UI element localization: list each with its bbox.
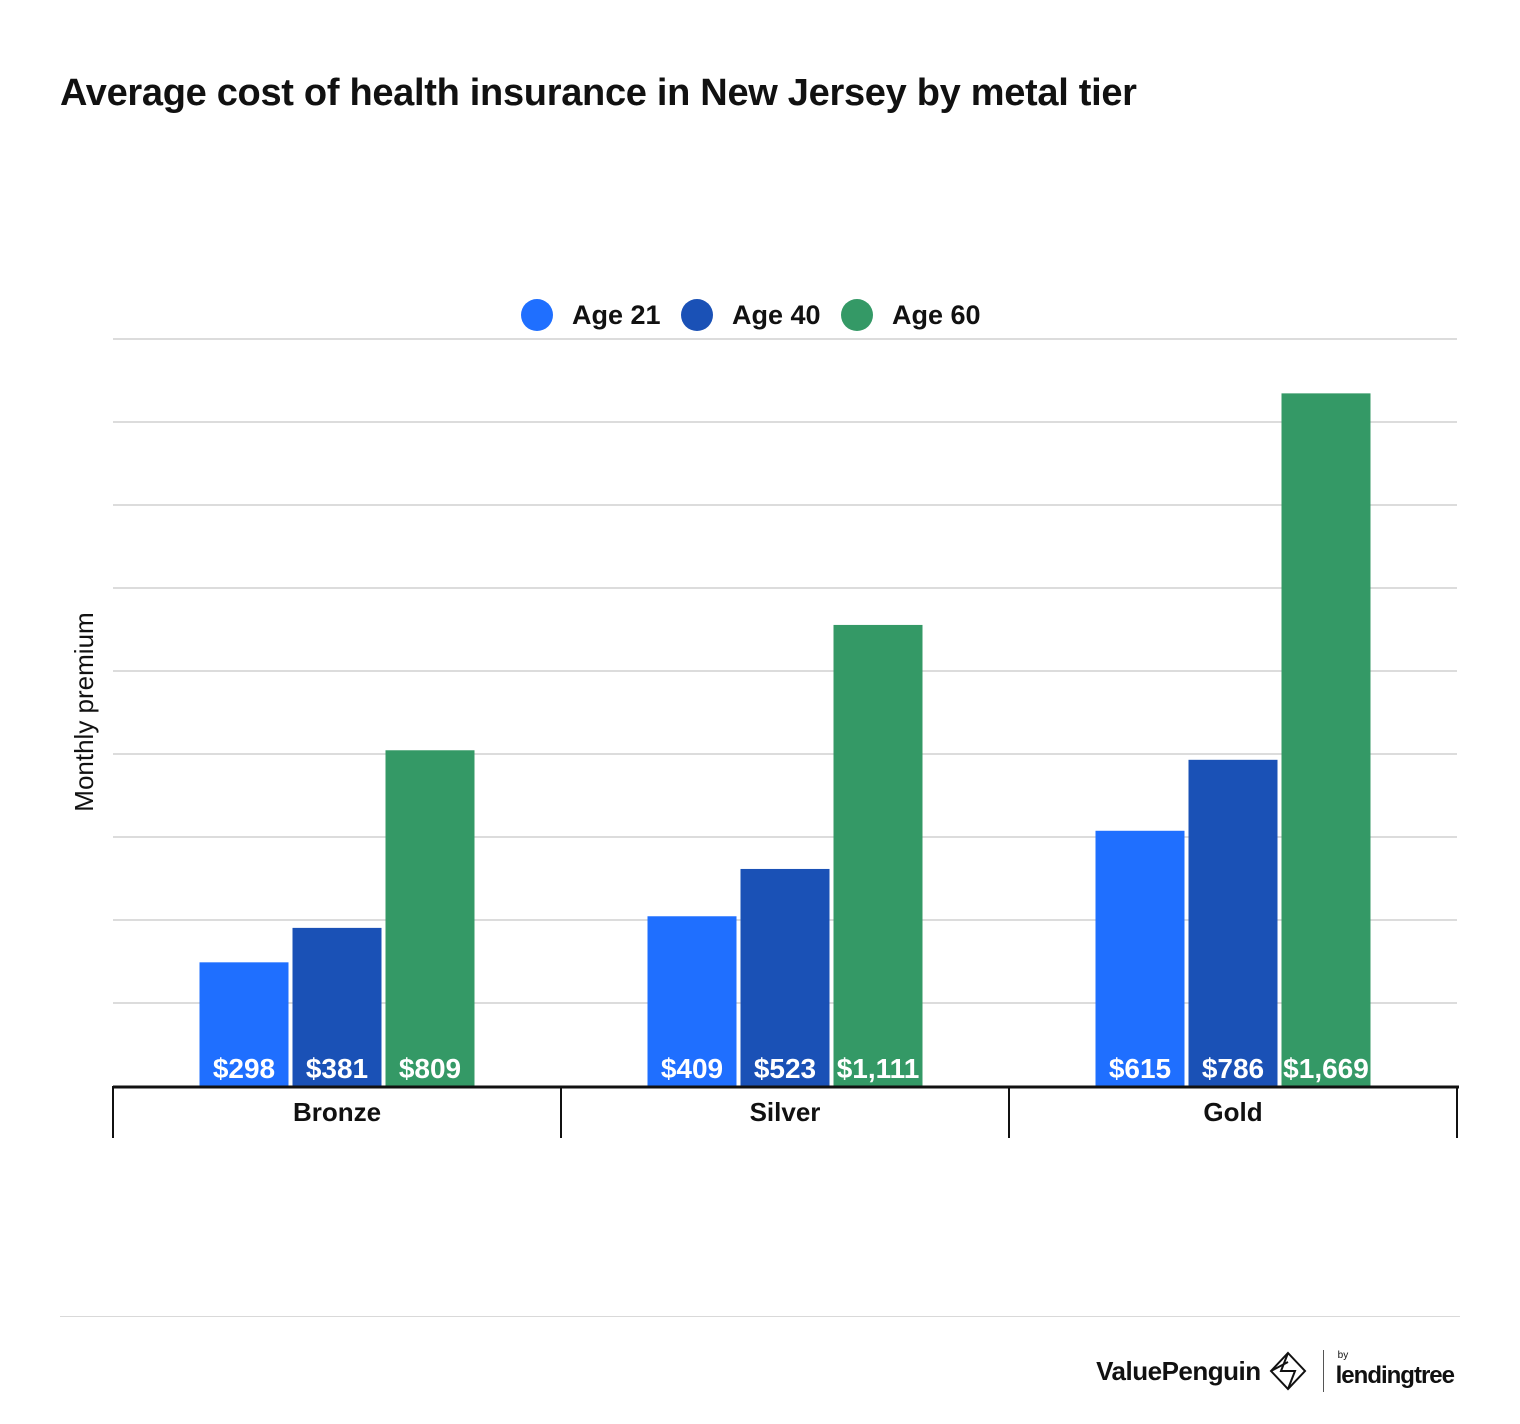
data-label: $615 bbox=[1109, 1053, 1171, 1084]
bar bbox=[1281, 393, 1371, 1086]
lendingtree-wordmark: lendingtree bbox=[1335, 1362, 1455, 1389]
bars: $298 $381 $809 $409 $523 $1,111 $615 $786 $1,669 bbox=[199, 393, 1371, 1086]
bar bbox=[1095, 830, 1185, 1086]
legend-swatch bbox=[521, 299, 553, 331]
valuepenguin-logo: ValuePenguin bbox=[1096, 1355, 1261, 1386]
bar bbox=[647, 916, 737, 1086]
data-label: $786 bbox=[1202, 1053, 1264, 1084]
chart-title: Average cost of health insurance in New … bbox=[60, 72, 1137, 114]
bar bbox=[199, 962, 289, 1086]
footer-divider bbox=[60, 1316, 1460, 1317]
data-label: $381 bbox=[306, 1053, 368, 1084]
y-axis-label: Monthly premium bbox=[69, 612, 99, 811]
bar-chart: Age 21 Age 40 Age 60 Monthly premium $298 $… bbox=[69, 299, 1459, 1138]
x-axis: Bronze Silver Gold bbox=[112, 1085, 1459, 1138]
legend-swatch bbox=[681, 299, 713, 331]
legend-label: Age 60 bbox=[892, 300, 981, 330]
brand-logos: ValuePenguin by lendingtree bbox=[1096, 1346, 1455, 1396]
x-tick-label: Silver bbox=[750, 1097, 821, 1127]
data-label: $1,111 bbox=[837, 1053, 920, 1084]
x-tick-label: Bronze bbox=[293, 1097, 381, 1127]
lendingtree-logo: by lendingtree bbox=[1335, 1350, 1455, 1390]
bar bbox=[833, 624, 923, 1086]
data-label: $809 bbox=[399, 1053, 461, 1084]
legend-swatch bbox=[841, 299, 873, 331]
data-label: $409 bbox=[661, 1053, 723, 1084]
bar bbox=[1188, 759, 1278, 1086]
brand-separator bbox=[1322, 1350, 1324, 1392]
bar bbox=[292, 927, 382, 1086]
bar bbox=[385, 750, 475, 1086]
data-label: $523 bbox=[754, 1053, 816, 1084]
bar bbox=[740, 868, 830, 1086]
data-label: $1,669 bbox=[1283, 1053, 1369, 1084]
valuepenguin-diamond-icon bbox=[1269, 1351, 1307, 1391]
legend: Age 21 Age 40 Age 60 bbox=[521, 299, 981, 331]
legend-label: Age 40 bbox=[732, 300, 821, 330]
data-label: $298 bbox=[213, 1053, 275, 1084]
legend-label: Age 21 bbox=[572, 300, 661, 330]
brand-by-label: by bbox=[1337, 1350, 1349, 1361]
x-tick-label: Gold bbox=[1203, 1097, 1262, 1127]
